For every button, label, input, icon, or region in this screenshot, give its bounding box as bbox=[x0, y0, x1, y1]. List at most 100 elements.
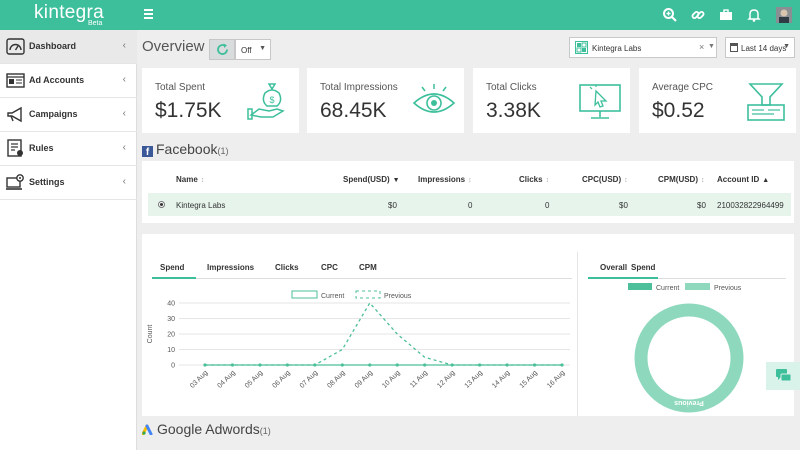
chevron-left-icon: ‹ bbox=[122, 74, 126, 85]
sidebar-item-dashboard[interactable]: Dashboard ‹ bbox=[0, 30, 137, 64]
x-tick-label: 11 Aug bbox=[409, 369, 429, 389]
top-navbar: kintegra Beta bbox=[0, 0, 800, 30]
sidebar-item-campaigns[interactable]: Campaigns ‹ bbox=[0, 98, 137, 132]
tab-overall[interactable]: Overall bbox=[600, 263, 628, 272]
facebook-count: (1) bbox=[217, 146, 229, 156]
data-point-current bbox=[340, 363, 344, 367]
auto-refresh-value: Off bbox=[241, 46, 252, 55]
legend-swatch-current bbox=[291, 290, 318, 299]
megaphone-icon bbox=[7, 106, 22, 123]
clear-icon[interactable]: × bbox=[699, 42, 705, 52]
menu-toggle-icon[interactable] bbox=[144, 7, 154, 21]
account-select[interactable]: Kintegra Labs × ▼ bbox=[569, 37, 717, 58]
sidebar-item-settings[interactable]: Settings ‹ bbox=[0, 166, 137, 200]
date-range-label: Last 14 days bbox=[741, 44, 787, 53]
google-adwords-title: Google Adwords bbox=[157, 421, 260, 437]
legend-swatch-previous bbox=[355, 290, 381, 299]
sort-asc-icon: ▲ bbox=[762, 177, 770, 184]
google-ads-icon bbox=[142, 424, 153, 435]
table-row[interactable]: Kintegra Labs $0 0 0 $0 $0 2100328229644… bbox=[148, 193, 791, 216]
x-tick-label: 07 Aug bbox=[299, 369, 319, 389]
tab-cpc[interactable]: CPC bbox=[321, 263, 338, 272]
sort-icon: ↕ bbox=[701, 177, 705, 184]
x-tick-label: 16 Aug bbox=[546, 369, 566, 389]
x-tick-label: 09 Aug bbox=[354, 369, 374, 389]
column-header-clicks[interactable]: Clicks ↕ bbox=[519, 175, 550, 184]
sort-icon: ↕ bbox=[624, 177, 628, 184]
sidebar-item-rules[interactable]: Rules ‹ bbox=[0, 132, 137, 166]
legend-swatch-current bbox=[628, 283, 652, 290]
column-header-cpc[interactable]: CPC(USD) ↕ bbox=[582, 175, 628, 184]
sidebar-item-ad-accounts[interactable]: Ad Accounts ‹ bbox=[0, 64, 137, 98]
cell-name: Kintegra Labs bbox=[176, 201, 226, 210]
money-hand-icon: $ bbox=[247, 83, 285, 120]
sort-desc-icon: ▼ bbox=[392, 177, 400, 184]
search-plus-icon[interactable] bbox=[662, 7, 678, 23]
facebook-icon: f bbox=[142, 146, 153, 158]
x-tick-label: 08 Aug bbox=[326, 369, 346, 389]
briefcase-icon[interactable] bbox=[718, 7, 734, 23]
x-tick-label: 05 Aug bbox=[244, 369, 264, 389]
sidebar-item-label: Dashboard bbox=[29, 41, 77, 51]
chevron-left-icon: ‹ bbox=[122, 108, 126, 119]
facebook-accounts-table: Name ↕ Spend(USD) ▼ Impressions ↕ Clicks ↕ C… bbox=[142, 161, 794, 223]
date-range-button[interactable]: Last 14 days ▼ bbox=[725, 37, 795, 58]
legend-label-current: Current bbox=[656, 285, 679, 292]
cell-cpm: $0 bbox=[697, 201, 706, 210]
tab-cpm[interactable]: CPM bbox=[359, 263, 377, 272]
ad-accounts-icon bbox=[6, 73, 25, 88]
y-tick-label: 40 bbox=[167, 301, 175, 308]
stat-card-total-clicks: Total Clicks 3.38K bbox=[473, 68, 630, 133]
data-point-current bbox=[560, 363, 564, 367]
x-tick-label: 04 Aug bbox=[217, 369, 237, 389]
tab-impressions[interactable]: Impressions bbox=[207, 263, 255, 272]
sidebar-item-label: Rules bbox=[29, 143, 54, 153]
x-tick-label: 15 Aug bbox=[519, 369, 539, 389]
donut-slice-label: Previous bbox=[674, 399, 704, 406]
svg-text:$: $ bbox=[269, 95, 274, 105]
chevron-left-icon: ‹ bbox=[122, 40, 126, 51]
donut-slice-previous bbox=[634, 303, 744, 413]
account-select-value: Kintegra Labs bbox=[592, 44, 642, 53]
link-icon[interactable] bbox=[690, 7, 706, 23]
monitor-click-icon bbox=[579, 84, 621, 119]
tab-overall-spend[interactable]: Spend bbox=[631, 263, 656, 272]
eye-icon bbox=[412, 84, 456, 113]
google-adwords-section-title: Google Adwords(1) bbox=[142, 421, 271, 437]
data-point-current bbox=[478, 363, 482, 367]
chat-button[interactable] bbox=[766, 362, 800, 390]
y-tick-label: 20 bbox=[167, 332, 175, 339]
stat-card-average-cpc: Average CPC $0.52 bbox=[639, 68, 796, 133]
y-tick-label: 10 bbox=[167, 347, 175, 354]
stat-value: $0.52 bbox=[652, 99, 705, 122]
caret-down-icon: ▼ bbox=[259, 45, 266, 52]
tab-spend[interactable]: Spend bbox=[160, 263, 185, 272]
y-tick-label: 0 bbox=[171, 363, 175, 370]
rules-icon bbox=[7, 139, 23, 157]
legend-label-previous: Previous bbox=[714, 285, 742, 292]
stat-card-total-spent: Total Spent $1.75K $ bbox=[142, 68, 299, 133]
stat-card-total-impressions: Total Impressions 68.45K bbox=[307, 68, 464, 133]
sidebar-item-label: Ad Accounts bbox=[29, 75, 85, 85]
column-header-account-id[interactable]: Account ID ▲ bbox=[717, 175, 770, 184]
column-header-name[interactable]: Name ↕ bbox=[176, 175, 205, 184]
x-tick-label: 10 Aug bbox=[381, 369, 401, 389]
column-header-cpm[interactable]: CPM(USD) ↕ bbox=[658, 175, 705, 184]
legend-label-current: Current bbox=[321, 293, 344, 300]
x-tick-label: 12 Aug bbox=[436, 369, 456, 389]
funnel-icon bbox=[747, 83, 785, 121]
column-header-spend[interactable]: Spend(USD) ▼ bbox=[343, 175, 400, 184]
sidebar-item-label: Campaigns bbox=[29, 109, 78, 119]
refresh-button[interactable] bbox=[209, 39, 235, 60]
settings-icon bbox=[6, 174, 24, 190]
row-radio[interactable] bbox=[158, 201, 165, 208]
active-tab-indicator bbox=[588, 277, 658, 279]
bell-icon[interactable] bbox=[746, 7, 762, 23]
tab-clicks[interactable]: Clicks bbox=[275, 263, 299, 272]
legend-swatch-previous bbox=[685, 283, 710, 290]
column-header-impressions[interactable]: Impressions ↕ bbox=[418, 175, 472, 184]
app-logo[interactable]: kintegra bbox=[34, 2, 104, 23]
auto-refresh-select[interactable]: Off ▼ bbox=[235, 39, 271, 60]
user-avatar[interactable] bbox=[776, 7, 792, 23]
legend-label-previous: Previous bbox=[384, 293, 412, 300]
